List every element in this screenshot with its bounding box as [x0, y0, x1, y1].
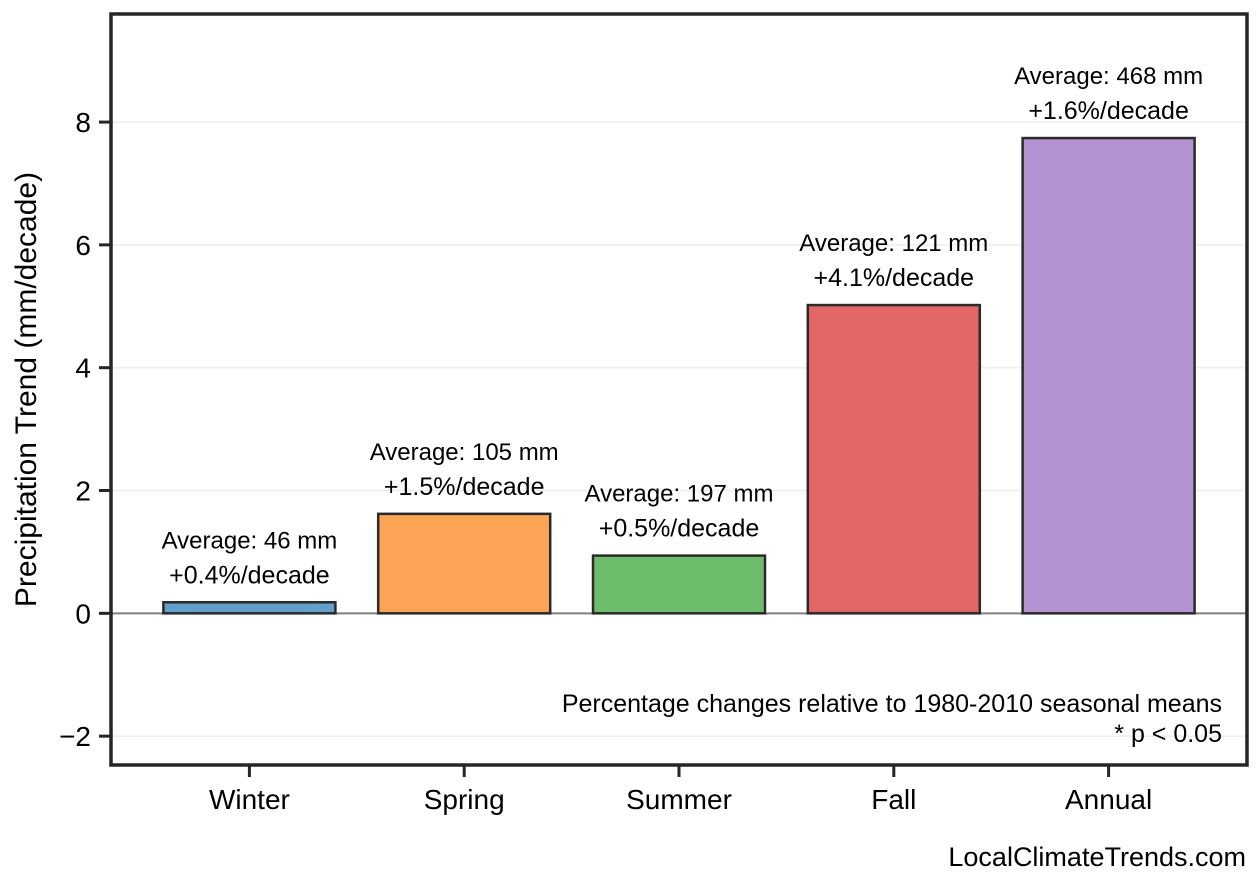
ytick-label-6: 6 — [75, 230, 91, 261]
annotation-percent-winter: +0.4%/decade — [169, 561, 330, 589]
ytick-label-4: 4 — [75, 353, 91, 384]
annotation-average-summer: Average: 197 mm — [585, 481, 774, 508]
annotation-percent-annual: +1.6%/decade — [1028, 97, 1189, 125]
ytick-label--2: −2 — [59, 721, 91, 752]
ytick-label-8: 8 — [75, 107, 91, 138]
bar-fall — [806, 303, 982, 615]
annotation-average-winter: Average: 46 mm — [162, 527, 338, 554]
bar-winter — [162, 601, 337, 615]
note-line-1: Percentage changes relative to 1980-2010… — [562, 690, 1222, 718]
ytick-label-2: 2 — [75, 476, 91, 507]
annotation-average-fall: Average: 121 mm — [799, 230, 988, 257]
watermark-text: LocalClimateTrends.com — [948, 842, 1246, 872]
xtick-label-winter: Winter — [209, 784, 290, 815]
bar-annual — [1021, 136, 1196, 615]
annotation-average-annual: Average: 468 mm — [1014, 63, 1203, 90]
xtick-label-spring: Spring — [424, 784, 505, 815]
bar-spring — [376, 512, 552, 615]
ytick-label-0: 0 — [75, 598, 91, 629]
xtick-label-summer: Summer — [626, 784, 732, 815]
xtick-label-annual: Annual — [1065, 784, 1152, 815]
annotation-percent-spring: +1.5%/decade — [384, 473, 545, 501]
note-line-2: * p < 0.05 — [1114, 720, 1222, 748]
bar-summer — [591, 554, 767, 615]
y-axis-label: Precipitation Trend (mm/decade) — [10, 172, 43, 607]
xtick-label-fall: Fall — [871, 784, 916, 815]
annotation-percent-fall: +4.1%/decade — [814, 264, 975, 292]
plot-border — [109, 12, 1249, 767]
annotation-percent-summer: +0.5%/decade — [599, 515, 760, 543]
annotation-average-spring: Average: 105 mm — [370, 439, 559, 466]
